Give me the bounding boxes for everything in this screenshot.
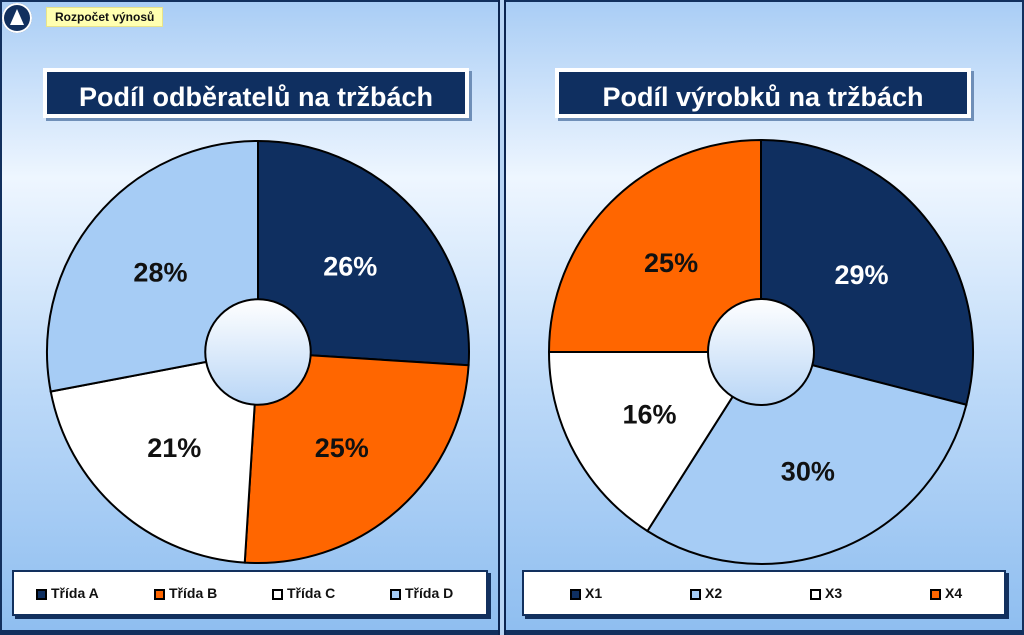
- pie-chart-products: 29% 30% 16% 25%: [547, 138, 974, 565]
- legend-item: X3: [810, 585, 842, 601]
- left-chart-panel: Podíl odběratelů na tržbách 26% 25% 21% 28%…: [2, 2, 498, 630]
- panel-divider: [498, 0, 506, 635]
- legend-products: X1 X2 X3 X4: [522, 570, 1006, 616]
- legend-swatch: [570, 589, 581, 600]
- pie-slice-x1: [760, 138, 974, 406]
- pie-data-label: 30%: [781, 456, 835, 486]
- legend-label: X1: [585, 585, 603, 601]
- legend-label: Třída C: [287, 585, 336, 601]
- legend-label: Třída B: [169, 585, 218, 601]
- legend-swatch: [390, 589, 401, 600]
- legend-item: X1: [570, 585, 602, 601]
- pie-data-label: 21%: [147, 433, 201, 463]
- app-label: Rozpočet výnosů: [46, 7, 164, 27]
- donut-hole: [204, 298, 312, 406]
- pie-data-label: 26%: [323, 251, 377, 281]
- pie-data-label: 16%: [623, 399, 677, 429]
- legend-swatch: [930, 589, 941, 600]
- pie-slice-t-da-a: [257, 139, 470, 367]
- legend-swatch: [154, 589, 165, 600]
- legend-item: Třída B: [154, 585, 217, 601]
- pie-slice-t-da-d: [46, 139, 259, 393]
- chart-title-products: Podíl výrobků na tržbách: [555, 68, 971, 118]
- legend-customers: Třída A Třída B Třída C Třída D: [12, 570, 488, 616]
- legend-label: Třída A: [51, 585, 99, 601]
- legend-item: Třída C: [272, 585, 335, 601]
- pie-slice-t-da-b: [243, 350, 470, 564]
- donut-hole: [707, 298, 815, 406]
- chart-title-customers: Podíl odběratelů na tržbách: [43, 68, 469, 118]
- legend-swatch: [690, 589, 701, 600]
- legend-label: X2: [705, 585, 723, 601]
- pie-slice-x2: [646, 350, 968, 565]
- pie-slice-t-da-c: [49, 350, 260, 564]
- pie-data-label: 25%: [644, 248, 698, 278]
- legend-item: X2: [690, 585, 722, 601]
- triangle-icon: [10, 9, 24, 25]
- legend-item: Třída A: [36, 585, 99, 601]
- pie-data-label: 25%: [315, 433, 369, 463]
- legend-item: Třída D: [390, 585, 453, 601]
- legend-swatch: [36, 589, 47, 600]
- legend-swatch: [272, 589, 283, 600]
- legend-swatch: [810, 589, 821, 600]
- pie-chart-customers: 26% 25% 21% 28%: [46, 139, 470, 564]
- legend-label: X3: [825, 585, 843, 601]
- pie-data-label: 29%: [834, 260, 888, 290]
- app-logo[interactable]: [2, 3, 32, 33]
- right-chart-panel: Podíl výrobků na tržbách 29% 30% 16% 25% X1…: [506, 2, 1022, 630]
- legend-label: Třída D: [405, 585, 454, 601]
- pie-data-label: 28%: [133, 257, 187, 287]
- pie-slice-x4: [547, 138, 762, 353]
- legend-item: X4: [930, 585, 962, 601]
- legend-label: X4: [945, 585, 963, 601]
- pie-slice-x3: [547, 351, 763, 533]
